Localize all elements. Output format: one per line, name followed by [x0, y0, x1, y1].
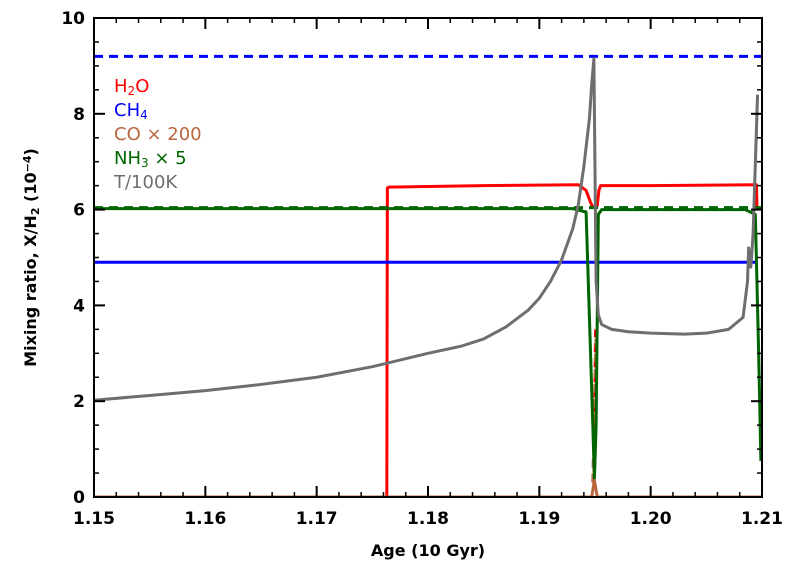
series-line-nh3-5	[94, 207, 762, 480]
y-axis-title-part: −4	[21, 155, 34, 172]
legend-entry-part: 3	[141, 156, 149, 170]
x-tick-label: 1.16	[184, 509, 226, 529]
legend-entry: CH4	[114, 100, 148, 122]
x-axis-title: Age (10 Gyr)	[371, 541, 485, 560]
legend-entry: T/100K	[113, 172, 178, 193]
y-axis-title-part: (10	[21, 172, 40, 207]
legend-entry-part: T/100K	[113, 172, 178, 193]
y-axis-title-part: 2	[29, 208, 42, 216]
legend-entry-part: CO × 200	[114, 124, 202, 145]
x-tick-label: 1.21	[741, 509, 783, 529]
x-tick-label: 1.15	[73, 509, 115, 529]
legend-entry-part: × 5	[149, 148, 187, 169]
series-line-t-100k	[94, 57, 760, 402]
legend-entry-part: 2	[128, 84, 136, 98]
y-axis-title: Mixing ratio, X/H2 (10−4)	[21, 148, 42, 367]
y-axis-title-part: )	[21, 148, 40, 155]
x-tick-label: 1.17	[296, 509, 338, 529]
legend-entry-part: CH	[114, 100, 140, 121]
legend-entry-part: NH	[114, 148, 141, 169]
series-line-co-200	[94, 478, 762, 497]
y-tick-label: 4	[73, 296, 85, 316]
y-axis-title-part: Mixing ratio, X/H	[21, 215, 40, 367]
series-layer	[94, 54, 762, 497]
legend-entry-part: 4	[140, 108, 148, 122]
y-tick-label: 10	[61, 9, 85, 29]
legend-entry: CO × 200	[114, 124, 202, 145]
legend-entry-part: H	[114, 76, 128, 97]
series-line-h2o	[94, 183, 759, 497]
x-tick-label: 1.19	[518, 509, 560, 529]
y-tick-label: 2	[73, 392, 85, 412]
y-tick-label: 0	[73, 488, 85, 508]
x-tick-label: 1.18	[407, 509, 449, 529]
plot-frame	[93, 17, 763, 498]
y-tick-label: 6	[73, 201, 85, 221]
y-tick-label: 8	[73, 105, 85, 125]
series-line-h2o-dashed	[592, 329, 598, 488]
legend-entry: NH3 × 5	[114, 148, 187, 170]
legend-entry-part: O	[135, 76, 149, 97]
legend-entry: H2O	[114, 76, 149, 98]
x-tick-label: 1.20	[630, 509, 672, 529]
